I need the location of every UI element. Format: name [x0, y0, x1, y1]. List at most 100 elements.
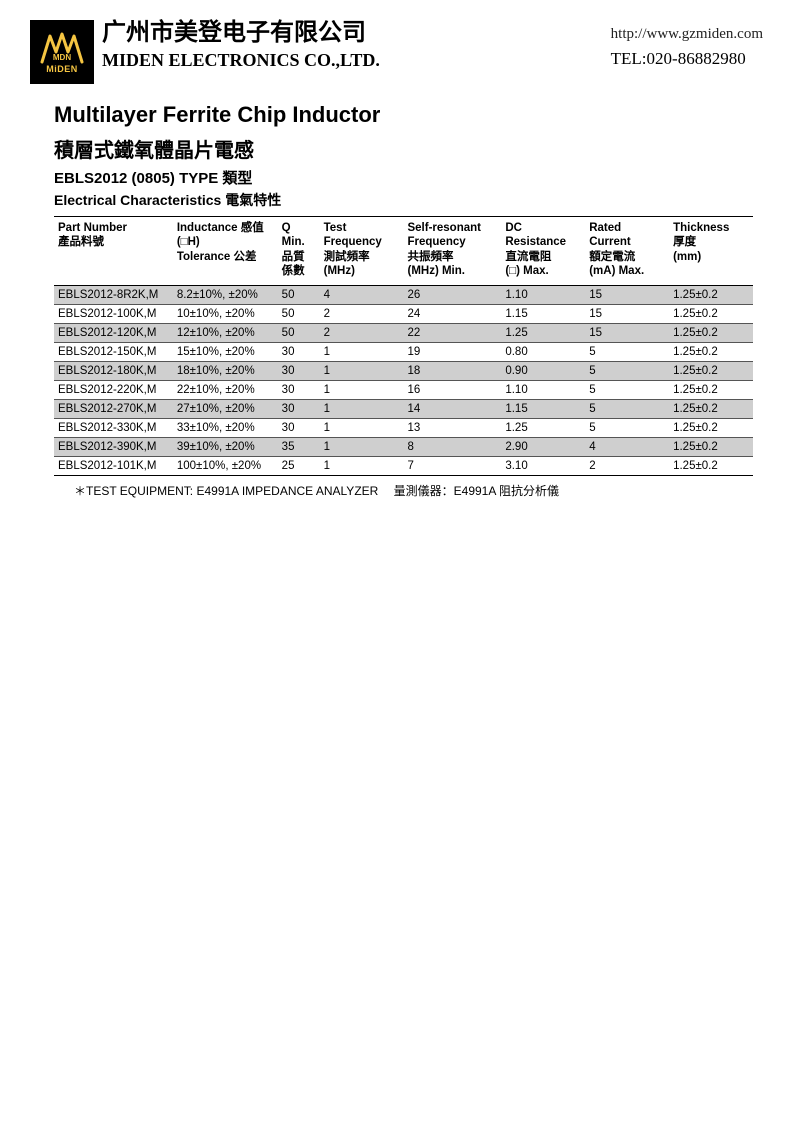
table-cell: 1: [320, 399, 404, 418]
table-cell: 2: [585, 456, 669, 475]
table-cell: 1: [320, 342, 404, 361]
company-name-cn: 广州市美登电子有限公司: [102, 20, 380, 46]
table-cell: 1.25±0.2: [669, 399, 753, 418]
table-cell: 33±10%, ±20%: [173, 418, 278, 437]
table-cell: 1.15: [501, 399, 585, 418]
table-cell: 5: [585, 342, 669, 361]
table-row: EBLS2012-8R2K,M8.2±10%, ±20%504261.10151…: [54, 285, 753, 304]
table-cell: 18±10%, ±20%: [173, 361, 278, 380]
table-cell: 1.25±0.2: [669, 380, 753, 399]
table-cell: 4: [585, 437, 669, 456]
table-cell: 0.80: [501, 342, 585, 361]
table-cell: 50: [278, 304, 320, 323]
table-row: EBLS2012-390K,M39±10%, ±20%35182.9041.25…: [54, 437, 753, 456]
table-cell: 35: [278, 437, 320, 456]
table-cell: 1.25±0.2: [669, 418, 753, 437]
column-header: RatedCurrent額定電流(mA) Max.: [585, 217, 669, 286]
table-cell: 1.15: [501, 304, 585, 323]
table-cell: 30: [278, 342, 320, 361]
column-header: Part Number產品料號: [54, 217, 173, 286]
table-cell: 24: [403, 304, 501, 323]
table-cell: 1.10: [501, 285, 585, 304]
table-cell: 26: [403, 285, 501, 304]
table-cell: 13: [403, 418, 501, 437]
table-row: EBLS2012-220K,M22±10%, ±20%301161.1051.2…: [54, 380, 753, 399]
table-cell: 12±10%, ±20%: [173, 323, 278, 342]
table-cell: EBLS2012-270K,M: [54, 399, 173, 418]
footnote: ＊TEST EQUIPMENT: E4991A IMPEDANCE ANALYZ…: [54, 482, 753, 499]
table-cell: 8: [403, 437, 501, 456]
subheading: Electrical Characteristics 電氣特性: [54, 190, 753, 210]
table-cell: 1.25±0.2: [669, 456, 753, 475]
table-row: EBLS2012-270K,M27±10%, ±20%301141.1551.2…: [54, 399, 753, 418]
table-row: EBLS2012-180K,M18±10%, ±20%301180.9051.2…: [54, 361, 753, 380]
table-cell: EBLS2012-120K,M: [54, 323, 173, 342]
table-cell: 1.25: [501, 418, 585, 437]
table-cell: EBLS2012-220K,M: [54, 380, 173, 399]
table-cell: 5: [585, 399, 669, 418]
table-cell: 16: [403, 380, 501, 399]
table-cell: 3.10: [501, 456, 585, 475]
table-cell: 30: [278, 380, 320, 399]
table-cell: 15: [585, 304, 669, 323]
table-cell: 1.25±0.2: [669, 437, 753, 456]
table-cell: EBLS2012-180K,M: [54, 361, 173, 380]
column-header: DCResistance直流電阻(□) Max.: [501, 217, 585, 286]
column-header: Self-resonantFrequency共振頻率(MHz) Min.: [403, 217, 501, 286]
table-cell: 1: [320, 437, 404, 456]
table-cell: 2.90: [501, 437, 585, 456]
table-cell: 2: [320, 304, 404, 323]
table-row: EBLS2012-150K,M15±10%, ±20%301190.8051.2…: [54, 342, 753, 361]
table-cell: 27±10%, ±20%: [173, 399, 278, 418]
table-row: EBLS2012-120K,M12±10%, ±20%502221.25151.…: [54, 323, 753, 342]
table-cell: EBLS2012-8R2K,M: [54, 285, 173, 304]
table-cell: 1.25±0.2: [669, 342, 753, 361]
table-cell: 30: [278, 361, 320, 380]
table-cell: 1: [320, 380, 404, 399]
company-name-en: MIDEN ELECTRONICS CO.,LTD.: [102, 50, 380, 71]
table-cell: 1.25±0.2: [669, 361, 753, 380]
table-cell: 15: [585, 285, 669, 304]
table-cell: 100±10%, ±20%: [173, 456, 278, 475]
table-cell: 1.25±0.2: [669, 285, 753, 304]
table-cell: 8.2±10%, ±20%: [173, 285, 278, 304]
table-cell: 1.25±0.2: [669, 323, 753, 342]
title-cn: 積層式鐵氧體晶片電感: [54, 134, 753, 163]
table-cell: 15±10%, ±20%: [173, 342, 278, 361]
table-cell: 25: [278, 456, 320, 475]
column-header: Inductance 感值(□H)Tolerance 公差: [173, 217, 278, 286]
svg-text:MDN: MDN: [53, 53, 71, 62]
table-cell: 1: [320, 456, 404, 475]
company-logo: MDN MiDEN: [30, 20, 94, 84]
header: MDN MiDEN 广州市美登电子有限公司 MIDEN ELECTRONICS …: [30, 20, 763, 84]
table-cell: 39±10%, ±20%: [173, 437, 278, 456]
table-cell: EBLS2012-390K,M: [54, 437, 173, 456]
table-cell: 10±10%, ±20%: [173, 304, 278, 323]
table-cell: 18: [403, 361, 501, 380]
table-cell: EBLS2012-101K,M: [54, 456, 173, 475]
table-cell: 2: [320, 323, 404, 342]
table-cell: 19: [403, 342, 501, 361]
table-cell: 22±10%, ±20%: [173, 380, 278, 399]
table-cell: 30: [278, 418, 320, 437]
table-cell: 1.25: [501, 323, 585, 342]
table-row: EBLS2012-101K,M100±10%, ±20%25173.1021.2…: [54, 456, 753, 475]
table-cell: 15: [585, 323, 669, 342]
table-cell: 14: [403, 399, 501, 418]
table-cell: 4: [320, 285, 404, 304]
column-header: TestFrequency測試頻率(MHz): [320, 217, 404, 286]
logo-text: MiDEN: [46, 64, 78, 74]
table-body: EBLS2012-8R2K,M8.2±10%, ±20%504261.10151…: [54, 285, 753, 475]
table-cell: 5: [585, 418, 669, 437]
type-line: EBLS2012 (0805) TYPE 類型: [54, 167, 753, 188]
table-cell: 5: [585, 380, 669, 399]
table-cell: 22: [403, 323, 501, 342]
table-cell: 30: [278, 399, 320, 418]
table-cell: 7: [403, 456, 501, 475]
table-cell: 5: [585, 361, 669, 380]
table-cell: 1: [320, 361, 404, 380]
table-row: EBLS2012-100K,M10±10%, ±20%502241.15151.…: [54, 304, 753, 323]
table-cell: 1.25±0.2: [669, 304, 753, 323]
table-header: Part Number產品料號Inductance 感值(□H)Toleranc…: [54, 217, 753, 286]
spec-table: Part Number產品料號Inductance 感值(□H)Toleranc…: [54, 216, 753, 476]
